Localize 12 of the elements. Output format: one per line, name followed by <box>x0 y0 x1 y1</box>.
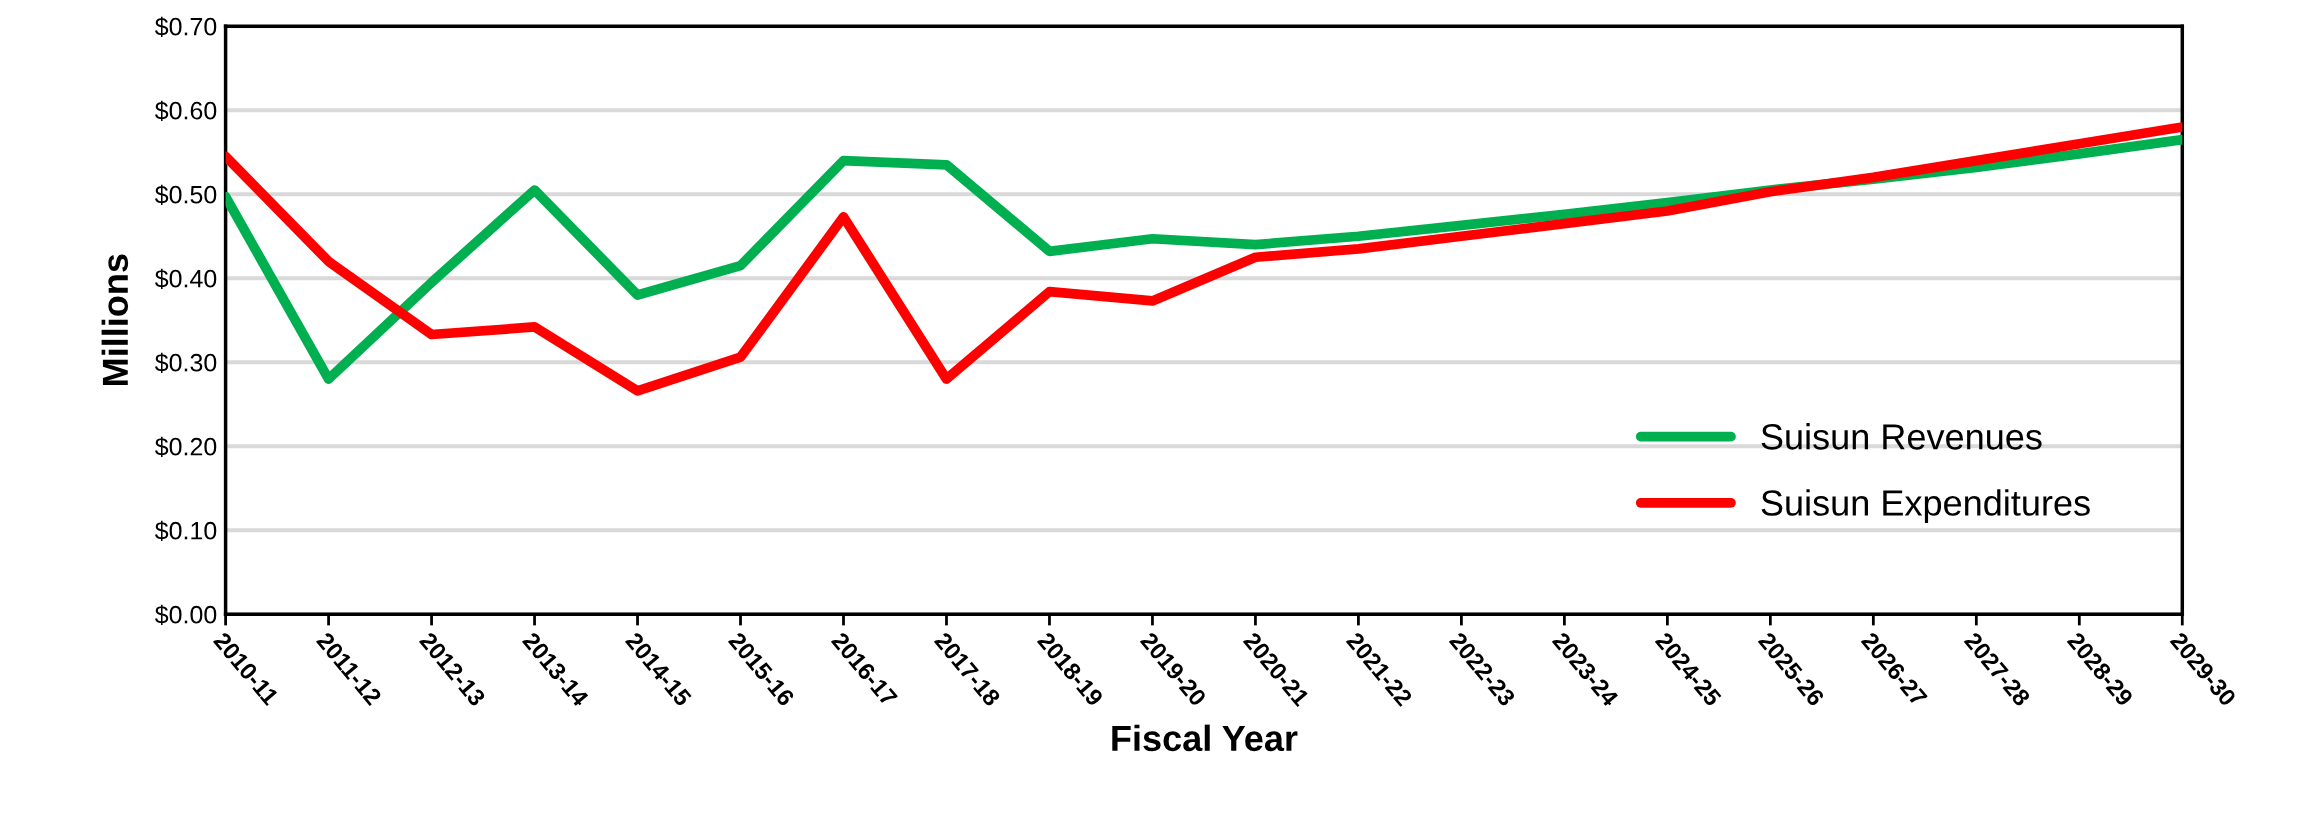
y-tick-label: $0.10 <box>154 520 217 542</box>
x-axis-title: Fiscal Year <box>1112 724 1298 752</box>
y-tick-label: $0.60 <box>154 100 217 122</box>
legend-label: Suisun Revenues <box>1761 423 2042 450</box>
y-tick-label: $0.40 <box>154 268 217 290</box>
legend-label: Suisun Expenditures <box>1761 489 2090 523</box>
y-tick-label: $0.00 <box>154 604 217 626</box>
y-tick-label: $0.50 <box>154 184 217 206</box>
y-tick-label: $0.20 <box>154 436 217 458</box>
y-tick-label: $0.30 <box>154 352 217 374</box>
y-axis-title: Millions <box>101 254 129 386</box>
y-tick-label: $0.70 <box>154 16 217 37</box>
